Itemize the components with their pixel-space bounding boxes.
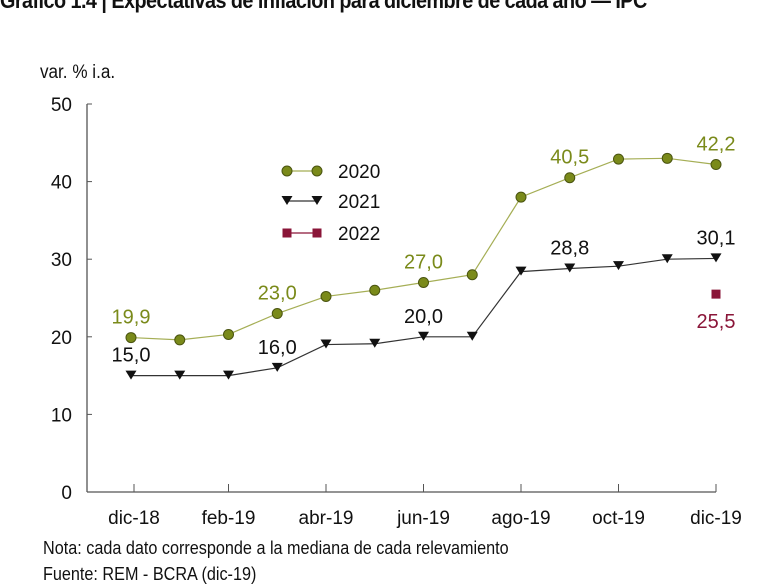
legend-label-2020: 2020 xyxy=(338,162,380,183)
legend-label-2021: 2021 xyxy=(338,192,380,213)
data-point-2021 xyxy=(418,331,429,341)
data-point-2021 xyxy=(271,362,283,372)
x-tick-label: feb-19 xyxy=(202,508,256,529)
y-tick-label: 20 xyxy=(51,328,72,349)
x-tick-label: dic-19 xyxy=(690,508,742,529)
data-point-2021 xyxy=(125,370,137,380)
legend-label-2022: 2022 xyxy=(338,224,380,245)
y-axis-unit-label: var. % i.a. xyxy=(40,62,116,83)
data-point-2021 xyxy=(320,339,332,349)
legend-marker-2022 xyxy=(282,228,292,238)
data-point-2020 xyxy=(125,332,137,344)
legend-marker-2020 xyxy=(281,165,293,177)
data-point-2020 xyxy=(223,328,234,340)
legend-marker-2022 xyxy=(312,228,322,238)
data-point-2020 xyxy=(174,334,186,346)
data-point-2020 xyxy=(661,152,673,164)
data-point-2021 xyxy=(564,263,576,273)
data-point-2020 xyxy=(369,284,381,296)
data-label-2021: 16,0 xyxy=(258,337,297,359)
y-tick-label: 0 xyxy=(61,483,72,504)
data-point-2020 xyxy=(466,269,478,281)
data-label-2020: 19,9 xyxy=(112,307,151,329)
x-tick-label: jun-19 xyxy=(396,508,450,529)
y-tick-label: 30 xyxy=(51,250,72,271)
data-point-2021 xyxy=(466,331,478,341)
data-label-2021: 15,0 xyxy=(112,345,151,367)
data-point-2021 xyxy=(613,261,624,271)
data-label-2021: 20,0 xyxy=(404,306,443,328)
x-tick-label: ago-19 xyxy=(491,508,550,529)
data-point-2020 xyxy=(320,290,332,302)
data-point-2020 xyxy=(418,276,429,288)
data-label-2022: 25,5 xyxy=(697,311,736,333)
y-tick-label: 10 xyxy=(51,405,72,426)
x-tick-label: dic-18 xyxy=(108,508,160,529)
legend-marker-2021 xyxy=(311,196,323,205)
x-tick-label: oct-19 xyxy=(592,508,645,529)
data-label-2020: 23,0 xyxy=(258,283,297,305)
data-label-2020: 42,2 xyxy=(697,134,736,156)
data-point-2020 xyxy=(515,191,527,203)
y-tick-label: 40 xyxy=(51,173,72,194)
data-label-2021: 28,8 xyxy=(550,238,589,260)
legend-marker-2020 xyxy=(311,165,323,177)
x-tick-label: abr-19 xyxy=(299,508,354,529)
data-point-2020 xyxy=(564,172,576,184)
chart-source: Fuente: REM - BCRA (dic-19) xyxy=(43,564,257,584)
data-point-2020 xyxy=(710,159,722,171)
y-tick-label: 50 xyxy=(51,95,72,116)
data-point-2020 xyxy=(271,308,283,320)
data-label-2021: 30,1 xyxy=(697,227,736,249)
data-point-2022 xyxy=(711,289,721,299)
data-point-2021 xyxy=(174,370,186,380)
chart-title: Gráfico 1.4 | Expectativas de inflación … xyxy=(0,0,647,13)
data-point-2021 xyxy=(223,370,234,380)
data-label-2020: 40,5 xyxy=(550,147,589,169)
data-label-2020: 27,0 xyxy=(404,251,443,273)
legend-marker-2021 xyxy=(281,196,293,205)
data-point-2021 xyxy=(710,253,722,263)
data-point-2021 xyxy=(369,338,381,348)
data-point-2021 xyxy=(515,266,527,276)
data-point-2020 xyxy=(613,153,624,165)
chart-note: Nota: cada dato corresponde a la mediana… xyxy=(43,538,509,558)
data-point-2021 xyxy=(661,254,673,264)
